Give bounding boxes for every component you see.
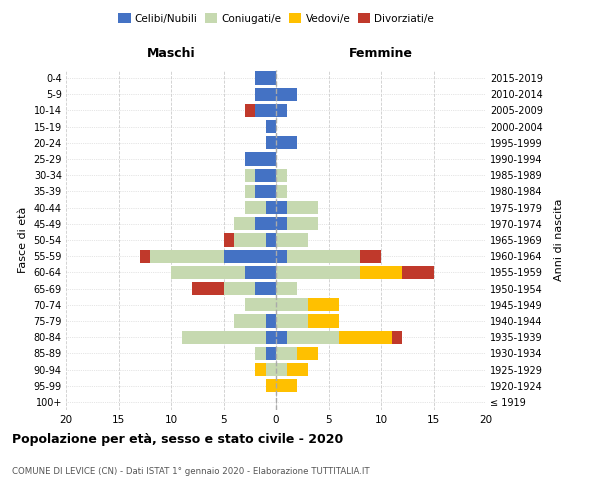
Bar: [276, 104, 287, 117]
Y-axis label: Fasce di età: Fasce di età: [18, 207, 28, 273]
Bar: [245, 104, 255, 117]
Bar: [287, 201, 318, 214]
Bar: [276, 217, 287, 230]
Bar: [276, 185, 287, 198]
Bar: [245, 152, 276, 166]
Bar: [245, 298, 276, 312]
Bar: [265, 379, 276, 392]
Bar: [255, 168, 276, 182]
Bar: [171, 266, 245, 279]
Bar: [245, 266, 276, 279]
Text: COMUNE DI LEVICE (CN) - Dati ISTAT 1° gennaio 2020 - Elaborazione TUTTITALIA.IT: COMUNE DI LEVICE (CN) - Dati ISTAT 1° ge…: [12, 468, 370, 476]
Bar: [402, 266, 433, 279]
Bar: [276, 234, 308, 246]
Bar: [234, 217, 255, 230]
Bar: [223, 234, 234, 246]
Bar: [255, 72, 276, 85]
Bar: [234, 314, 265, 328]
Bar: [223, 250, 276, 263]
Bar: [245, 185, 255, 198]
Bar: [276, 250, 287, 263]
Bar: [265, 120, 276, 134]
Bar: [287, 250, 360, 263]
Bar: [276, 346, 297, 360]
Bar: [255, 282, 276, 295]
Bar: [287, 217, 318, 230]
Bar: [245, 201, 265, 214]
Text: Femmine: Femmine: [349, 47, 413, 60]
Bar: [276, 266, 360, 279]
Text: Maschi: Maschi: [146, 47, 196, 60]
Bar: [276, 88, 297, 101]
Legend: Celibi/Nubili, Coniugati/e, Vedovi/e, Divorziati/e: Celibi/Nubili, Coniugati/e, Vedovi/e, Di…: [115, 10, 437, 26]
Bar: [276, 379, 297, 392]
Bar: [308, 314, 339, 328]
Bar: [392, 330, 402, 344]
Bar: [276, 282, 297, 295]
Bar: [276, 136, 297, 149]
Bar: [308, 298, 339, 312]
Bar: [339, 330, 392, 344]
Bar: [234, 234, 265, 246]
Bar: [360, 266, 402, 279]
Bar: [255, 363, 265, 376]
Bar: [276, 314, 308, 328]
Bar: [265, 201, 276, 214]
Bar: [265, 234, 276, 246]
Bar: [287, 330, 339, 344]
Bar: [245, 168, 255, 182]
Bar: [255, 346, 265, 360]
Bar: [192, 282, 223, 295]
Bar: [276, 168, 287, 182]
Bar: [255, 217, 276, 230]
Bar: [276, 330, 287, 344]
Bar: [360, 250, 381, 263]
Bar: [276, 201, 287, 214]
Bar: [265, 136, 276, 149]
Bar: [255, 185, 276, 198]
Bar: [265, 314, 276, 328]
Y-axis label: Anni di nascita: Anni di nascita: [554, 198, 564, 281]
Bar: [297, 346, 318, 360]
Bar: [276, 363, 287, 376]
Bar: [276, 298, 308, 312]
Bar: [265, 346, 276, 360]
Bar: [139, 250, 150, 263]
Bar: [287, 363, 308, 376]
Bar: [255, 104, 276, 117]
Bar: [255, 88, 276, 101]
Bar: [265, 330, 276, 344]
Bar: [182, 330, 265, 344]
Bar: [223, 282, 255, 295]
Bar: [150, 250, 223, 263]
Bar: [265, 363, 276, 376]
Text: Popolazione per età, sesso e stato civile - 2020: Popolazione per età, sesso e stato civil…: [12, 432, 343, 446]
